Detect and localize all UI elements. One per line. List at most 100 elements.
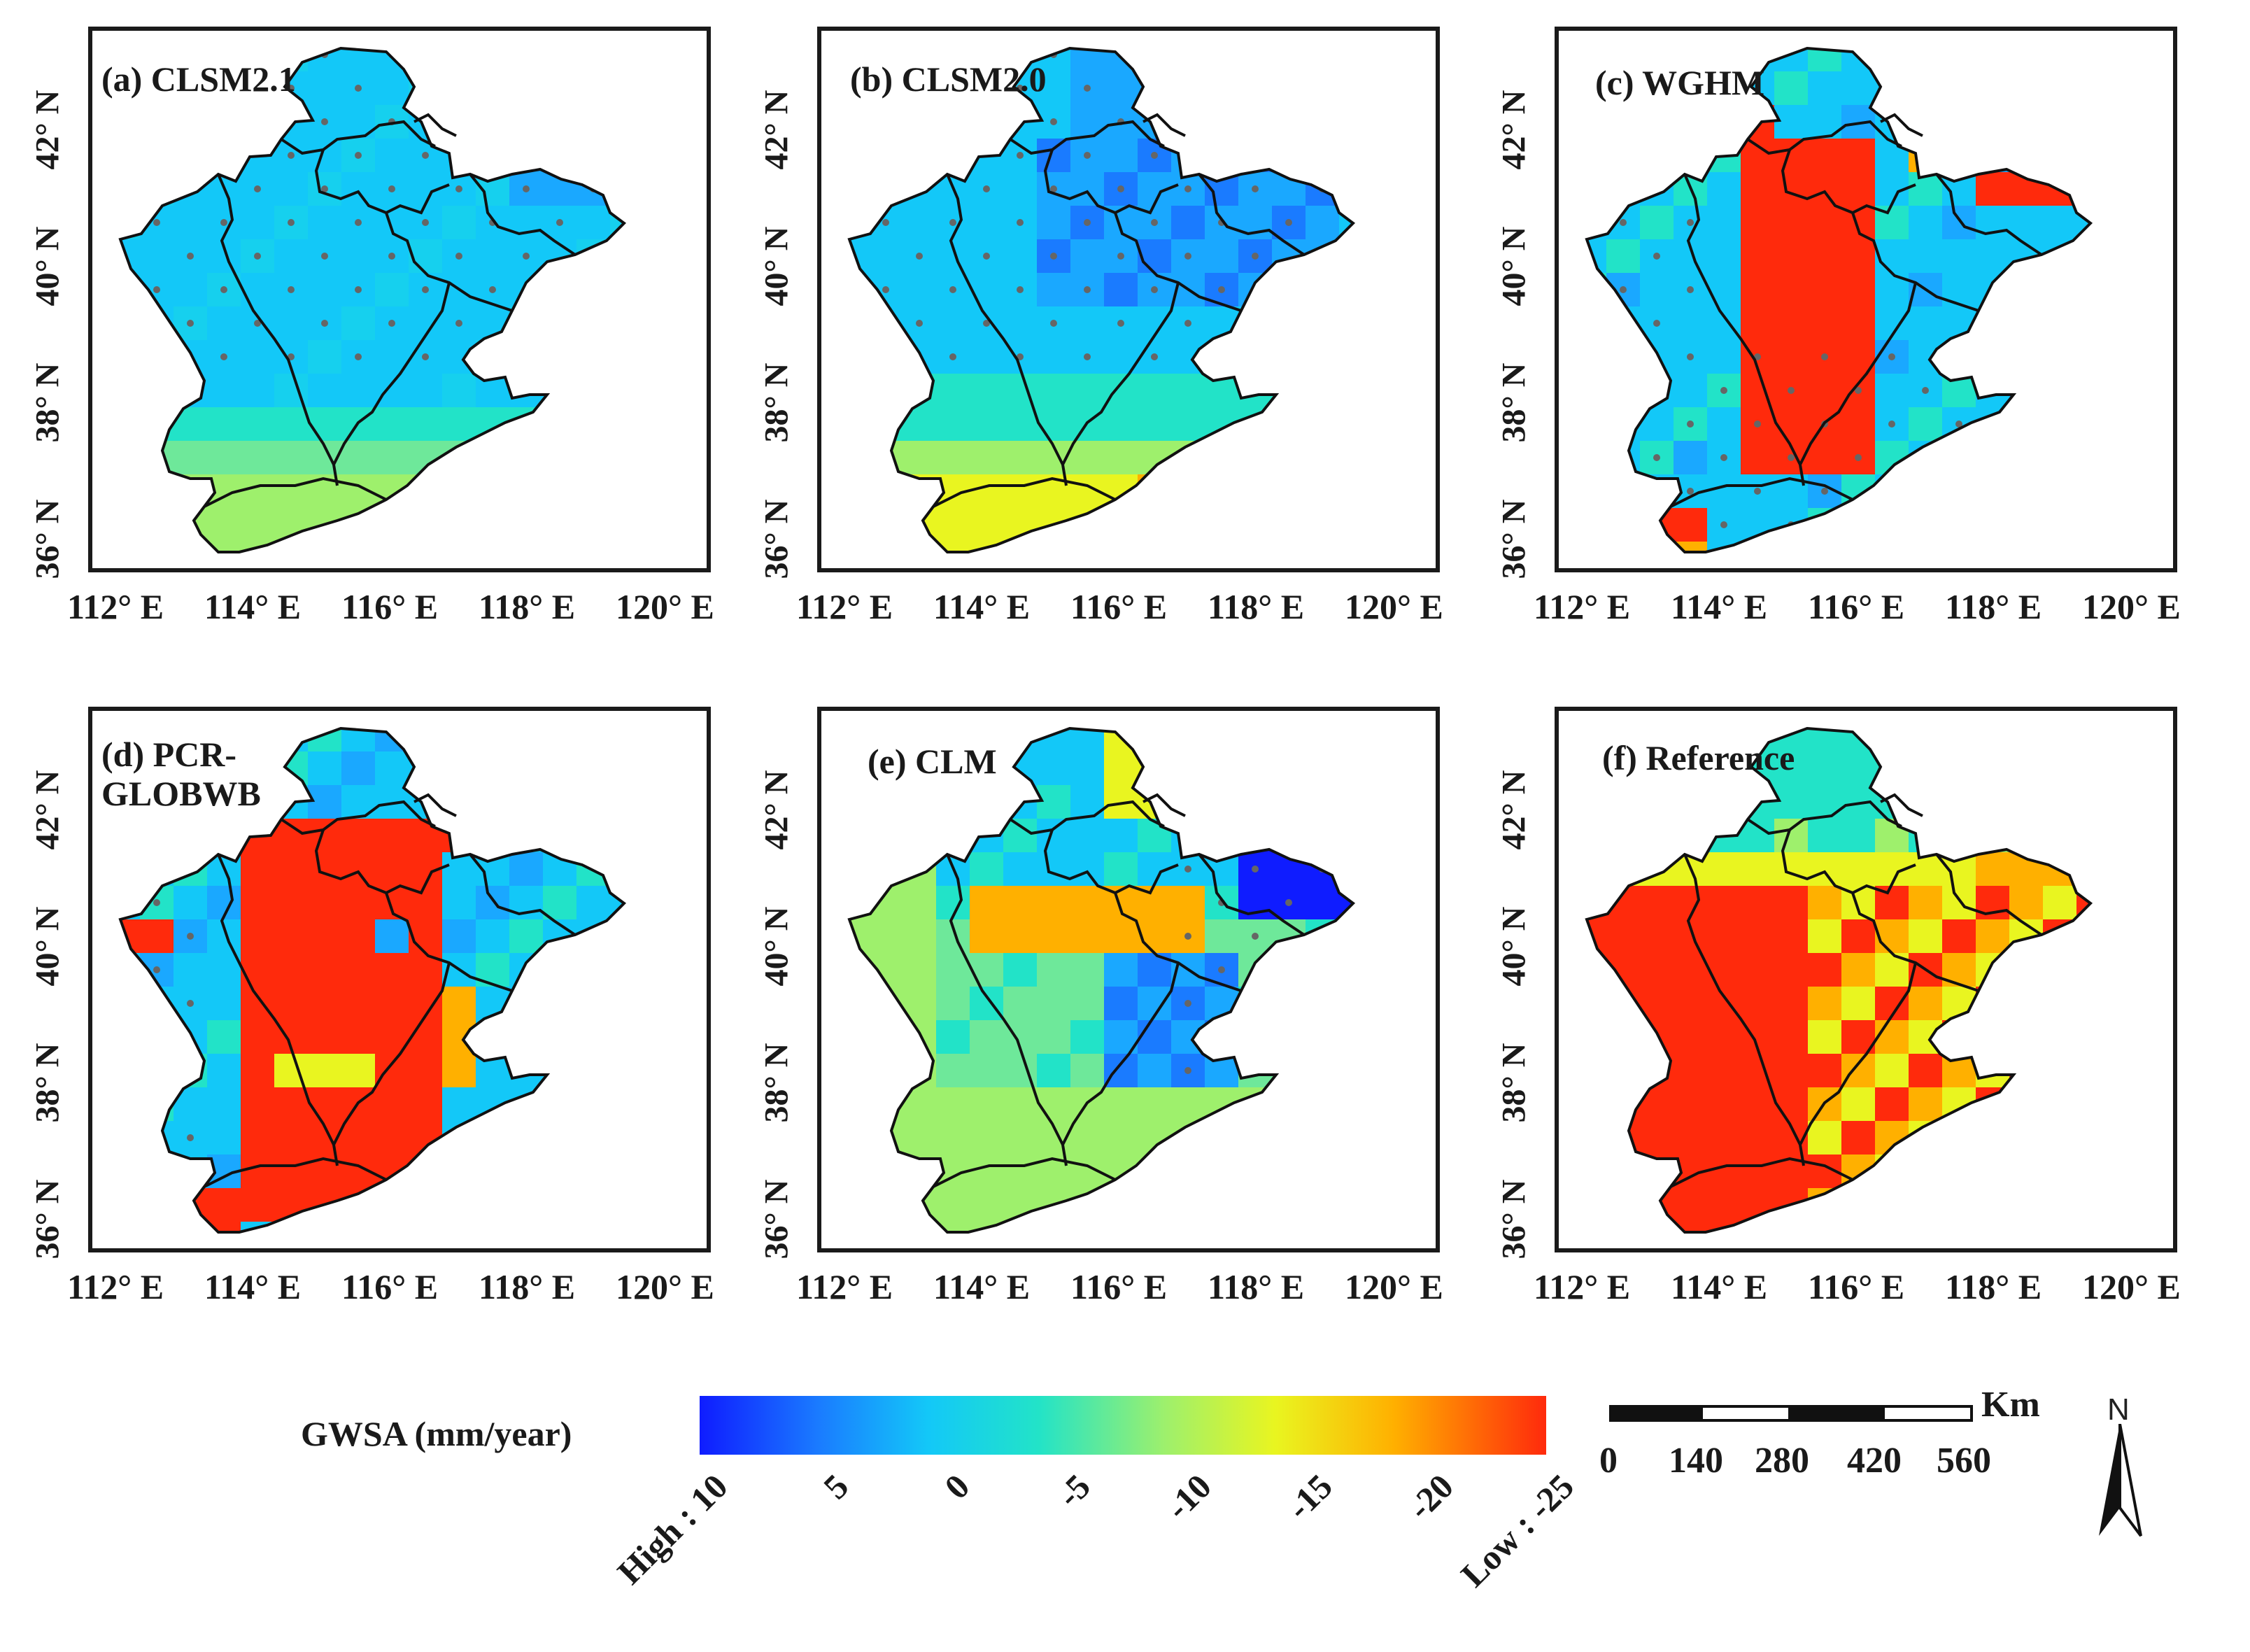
grid-cell: [1373, 206, 1407, 240]
province-boundary: [280, 120, 436, 155]
grid-cell: [509, 987, 544, 1021]
significance-dot: [1117, 185, 1124, 192]
grid-cell: [1909, 239, 1943, 274]
grid-cell: [576, 105, 611, 139]
grid-cell: [2043, 886, 2077, 920]
grid-cell: [241, 1054, 275, 1088]
grid-cell: [409, 728, 443, 752]
grid-cell: [1373, 1087, 1407, 1122]
grid-cell: [903, 886, 937, 920]
significance-dot: [949, 152, 956, 159]
grid-cell: [576, 474, 611, 509]
significance-dot: [623, 152, 624, 159]
grid-cell: [644, 206, 678, 240]
grid-cell: [1606, 105, 1641, 139]
grid-cell: [1104, 374, 1138, 408]
grid-cell: [375, 987, 409, 1021]
grid-cell: [1339, 542, 1353, 552]
grid-cell: [442, 1188, 476, 1222]
lon-tick-label: 118° E: [1208, 1267, 1305, 1306]
significance-dot: [1252, 866, 1259, 873]
grid-cell: [1037, 340, 1071, 374]
grid-cell: [1306, 139, 1340, 173]
grid-cell: [1238, 206, 1273, 240]
significance-dot: [355, 353, 362, 360]
grid-cell: [1640, 542, 1674, 552]
grid-cell: [1674, 1188, 1708, 1222]
grid-cell: [1306, 1020, 1340, 1054]
significance-dot: [1184, 933, 1191, 940]
grid-cell: [1003, 1087, 1038, 1122]
grid-cell: [2009, 374, 2044, 408]
significance-dot: [1687, 152, 1694, 159]
grid-cell: [1640, 886, 1674, 920]
grid-cell: [1976, 1121, 2010, 1155]
grid-cell: [1606, 239, 1641, 274]
grid-cell: [174, 542, 208, 552]
grid-cell: [1171, 474, 1205, 509]
significance-dot: [916, 118, 923, 125]
significance-dot: [321, 253, 328, 260]
grid-cell: [1306, 71, 1340, 106]
grid-cell: [120, 306, 141, 341]
province-boundary: [1009, 800, 1165, 835]
grid-cell: [970, 441, 1004, 475]
grid-cell: [610, 273, 624, 307]
grid-cell: [442, 474, 476, 509]
grid-cell: [2076, 919, 2090, 954]
grid-cell: [970, 1188, 1004, 1222]
grid-cell: [274, 852, 309, 887]
grid-cell: [476, 48, 510, 72]
grid-cell: [610, 374, 624, 408]
grid-cell: [308, 886, 342, 920]
grid-cell: [2110, 785, 2144, 819]
grid-cell: [576, 441, 611, 475]
significance-dot: [1050, 118, 1057, 125]
grid-cell: [1104, 508, 1138, 542]
grid-cell: [1774, 1222, 1809, 1232]
grid-cell: [1070, 852, 1105, 887]
grid-cell: [308, 206, 342, 240]
grid-cell: [274, 953, 309, 987]
grid-cell: [1942, 441, 1976, 475]
grid-cell: [1104, 751, 1138, 786]
grid-cell: [241, 1222, 275, 1232]
grid-cell: [1707, 1121, 1741, 1155]
grid-cell: [2110, 886, 2144, 920]
significance-dot: [1989, 387, 1996, 394]
grid-cell: [1339, 407, 1353, 442]
grid-cell: [2043, 785, 2077, 819]
significance-dot: [523, 185, 530, 192]
grid-cell: [903, 340, 937, 374]
grid-cell: [442, 105, 476, 139]
grid-cell: [576, 1121, 611, 1155]
grid-cell: [207, 1087, 241, 1122]
grid-cell: [140, 987, 174, 1021]
significance-dot: [1587, 387, 1593, 394]
grid-cell: [1373, 508, 1407, 542]
grid-cell: [274, 1121, 309, 1155]
grid-cell: [543, 987, 577, 1021]
grid-cell: [1238, 1020, 1273, 1054]
grid-cell: [1909, 508, 1943, 542]
grid-cell: [1707, 273, 1741, 307]
grid-cell: [1339, 374, 1353, 408]
grid-cell: [1238, 1054, 1273, 1088]
grid-cell: [1339, 1155, 1353, 1189]
grid-cell: [2076, 953, 2090, 987]
grid-cell: [903, 542, 937, 552]
grid-cell: [2009, 1087, 2044, 1122]
grid-cell: [1238, 508, 1273, 542]
map-panel-a: [88, 27, 711, 572]
grid-cell: [1606, 542, 1641, 552]
colorbar-tick-label: -10: [1158, 1466, 1219, 1527]
grid-cell: [2110, 139, 2144, 173]
grid-cell: [970, 1087, 1004, 1122]
grid-cell: [1875, 139, 1909, 173]
grid-cell: [2009, 340, 2044, 374]
grid-cell: [1205, 1155, 1239, 1189]
significance-dot: [1687, 488, 1694, 495]
grid-cell: [2009, 819, 2044, 853]
grid-cell: [1707, 105, 1741, 139]
grid-cell: [2110, 1222, 2144, 1248]
